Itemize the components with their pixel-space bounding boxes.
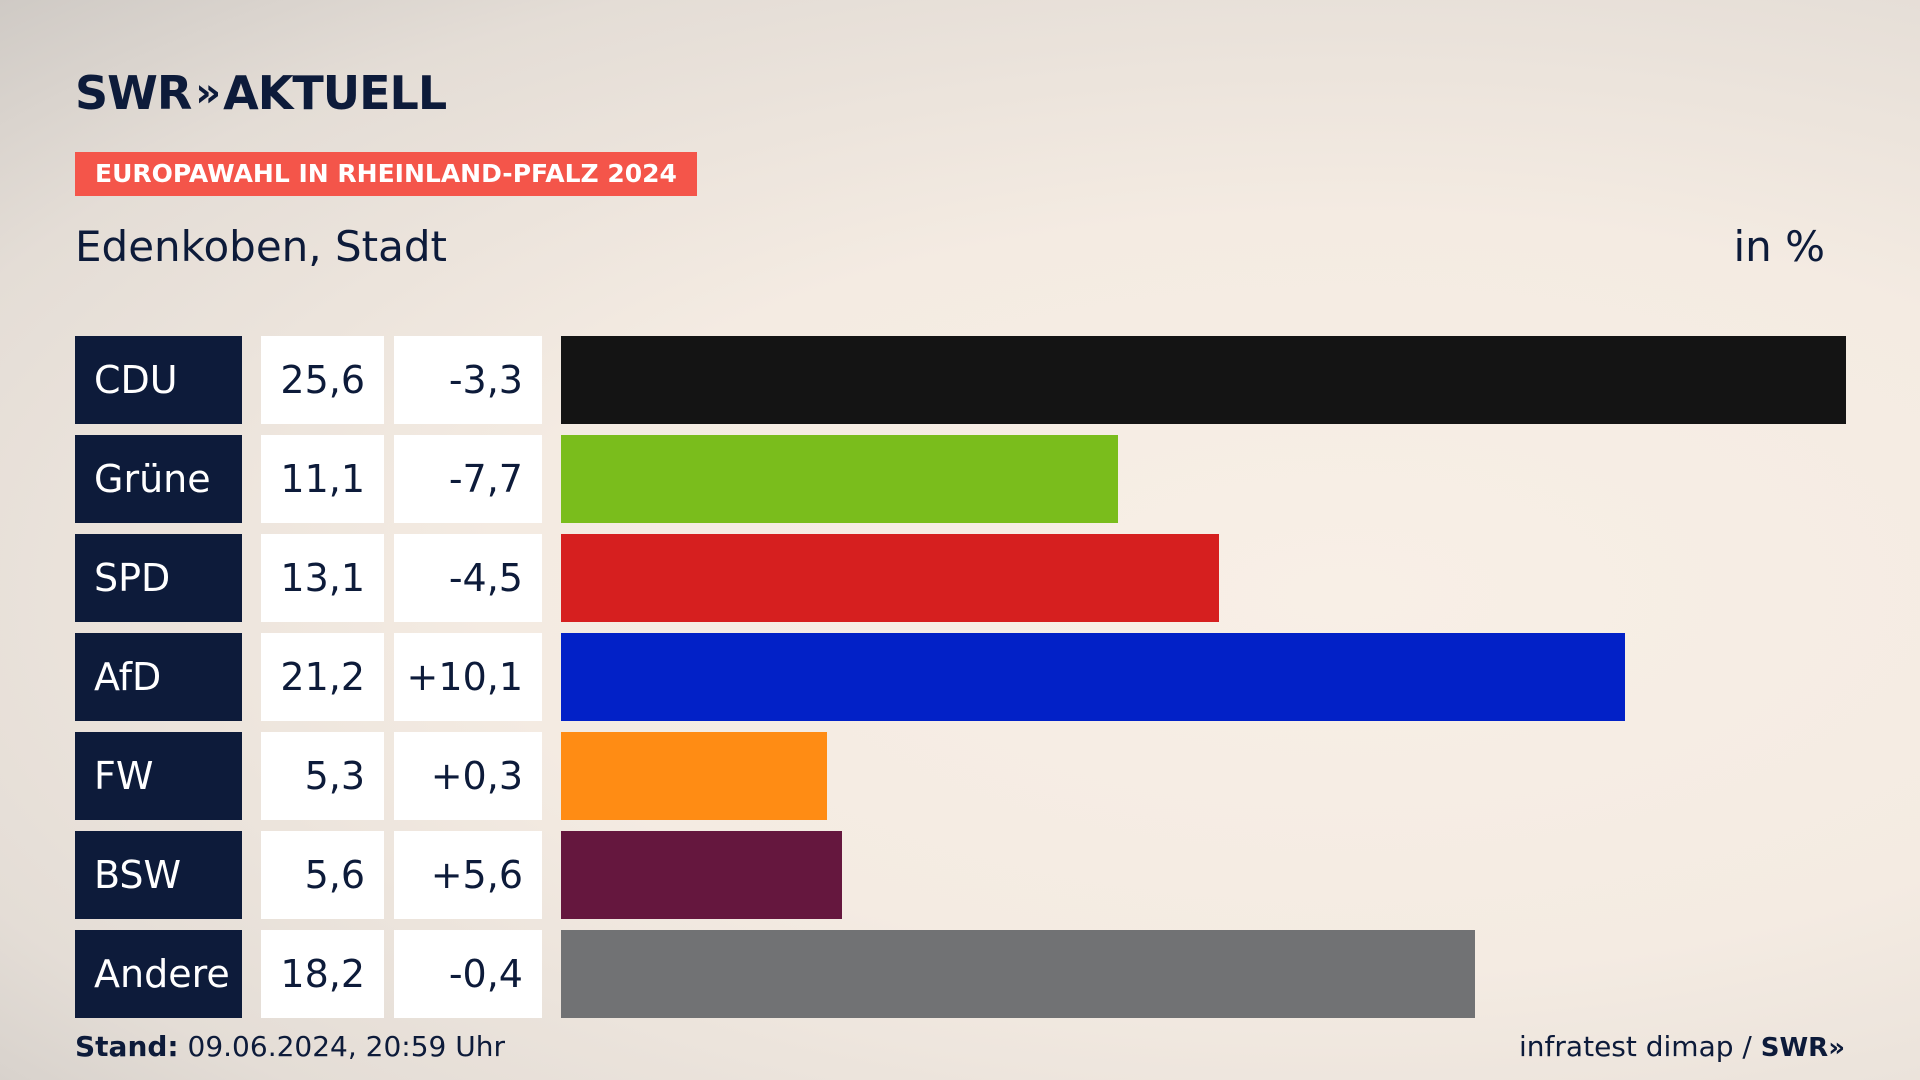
- logo-aktuell: AKTUELL: [223, 66, 447, 120]
- stand-label: Stand:: [75, 1030, 179, 1063]
- vote-share-value: 25,6: [261, 336, 384, 424]
- result-row: FW 5,3 +0,3: [75, 732, 1846, 820]
- vote-share-bar: [561, 633, 1625, 721]
- vote-change-value: -3,3: [394, 336, 542, 424]
- result-row: AfD 21,2 +10,1: [75, 633, 1846, 721]
- vote-change-value: +0,3: [394, 732, 542, 820]
- vote-share-value: 21,2: [261, 633, 384, 721]
- topic-badge: EUROPAWAHL IN RHEINLAND-PFALZ 2024: [75, 152, 697, 196]
- source-credit: infratest dimap / SWR»: [1519, 1030, 1845, 1063]
- vote-share-bar: [561, 930, 1475, 1018]
- result-row: Andere 18,2 -0,4: [75, 930, 1846, 1018]
- unit-label: in %: [1733, 222, 1825, 271]
- result-row: BSW 5,6 +5,6: [75, 831, 1846, 919]
- party-label: BSW: [75, 831, 242, 919]
- vote-share-value: 5,3: [261, 732, 384, 820]
- party-label: Andere: [75, 930, 242, 1018]
- swr-footer-logo: SWR»: [1760, 1033, 1845, 1063]
- vote-share-value: 5,6: [261, 831, 384, 919]
- stand-value: 09.06.2024, 20:59 Uhr: [187, 1030, 505, 1063]
- vote-change-value: +10,1: [394, 633, 542, 721]
- source-text: infratest dimap /: [1519, 1030, 1752, 1063]
- result-row: CDU 25,6 -3,3: [75, 336, 1846, 424]
- chart-subtitle: Edenkoben, Stadt: [75, 222, 447, 271]
- timestamp: Stand: 09.06.2024, 20:59 Uhr: [75, 1030, 505, 1063]
- party-label: CDU: [75, 336, 242, 424]
- swr-aktuell-logo: SWR » AKTUELL: [75, 66, 447, 120]
- party-label: FW: [75, 732, 242, 820]
- vote-share-bar: [561, 534, 1219, 622]
- vote-share-value: 18,2: [261, 930, 384, 1018]
- vote-share-bar: [561, 336, 1846, 424]
- party-label: AfD: [75, 633, 242, 721]
- result-row: SPD 13,1 -4,5: [75, 534, 1846, 622]
- result-row: Grüne 11,1 -7,7: [75, 435, 1846, 523]
- vote-change-value: -0,4: [394, 930, 542, 1018]
- vote-share-value: 13,1: [261, 534, 384, 622]
- logo-swr: SWR: [75, 66, 192, 120]
- logo-chevrons-icon: »: [195, 70, 221, 116]
- party-label: SPD: [75, 534, 242, 622]
- vote-change-value: +5,6: [394, 831, 542, 919]
- vote-share-bar: [561, 732, 827, 820]
- vote-share-bar: [561, 831, 842, 919]
- party-label: Grüne: [75, 435, 242, 523]
- vote-change-value: -4,5: [394, 534, 542, 622]
- vote-share-value: 11,1: [261, 435, 384, 523]
- vote-share-bar: [561, 435, 1118, 523]
- vote-change-value: -7,7: [394, 435, 542, 523]
